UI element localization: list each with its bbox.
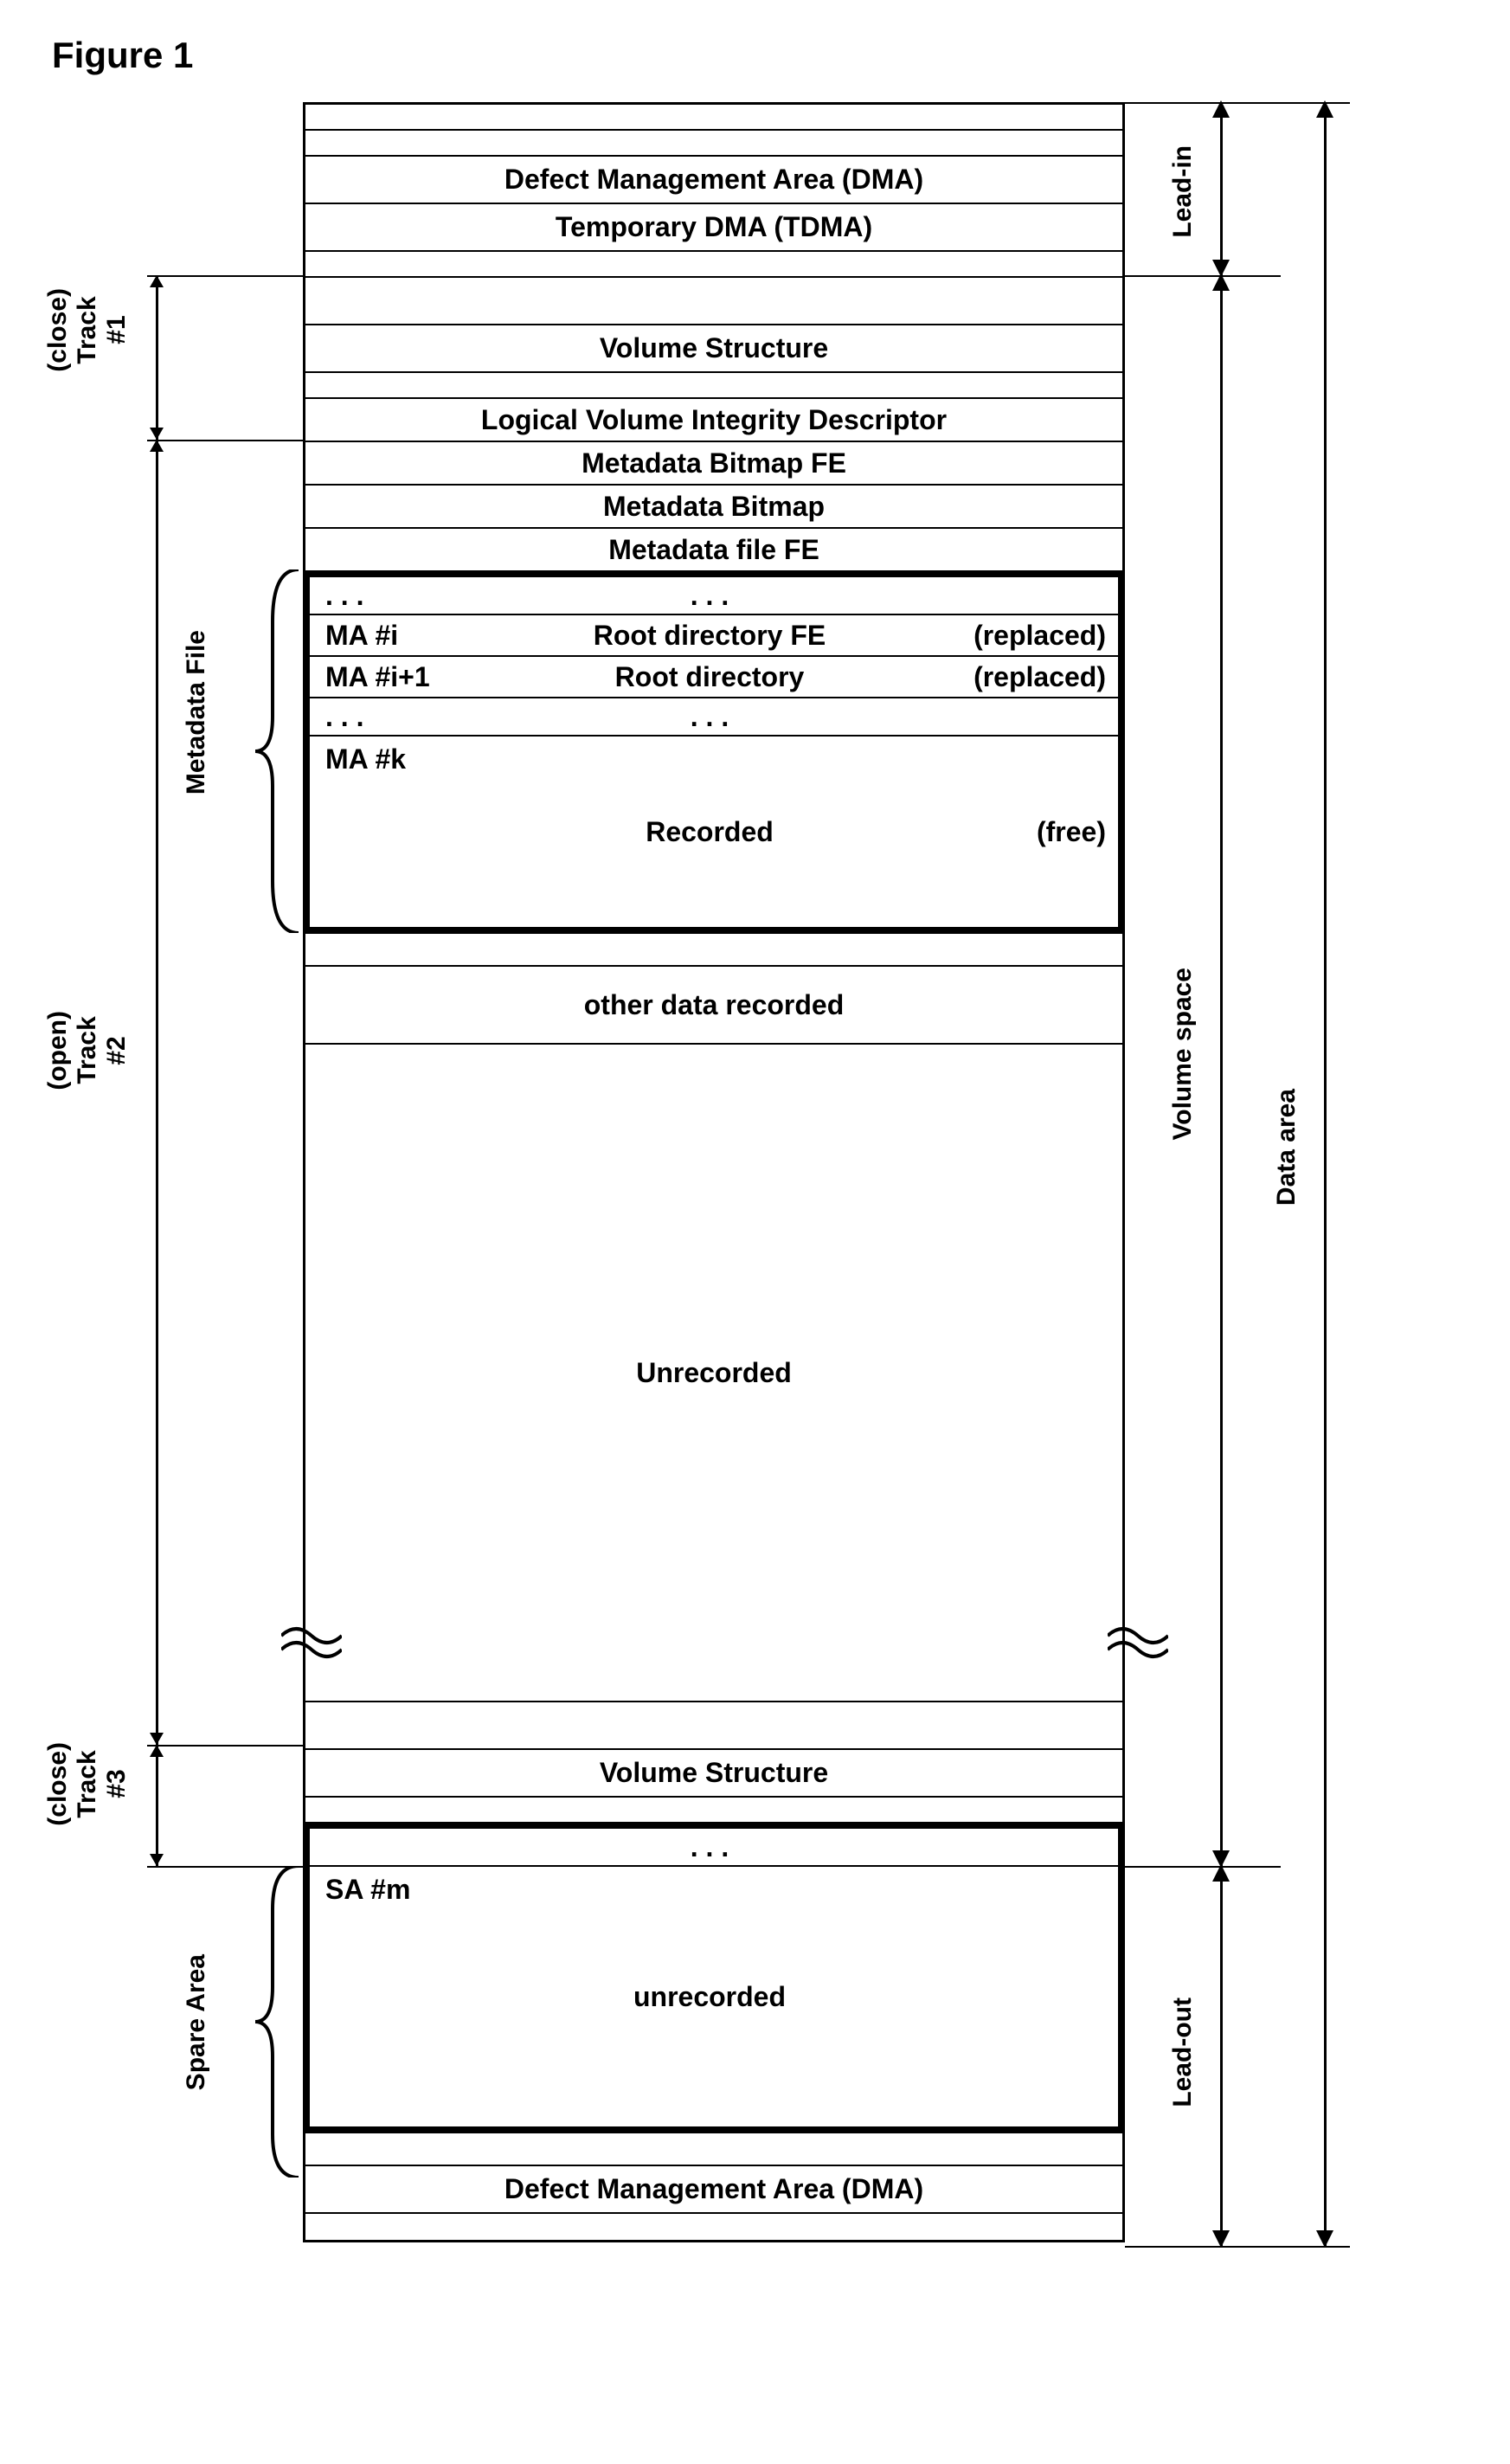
row-ma-i: MA #i Root directory FE (replaced) <box>310 615 1118 657</box>
diagram-container: (close) Track #1 (open) Track #2 (close)… <box>43 102 1428 2335</box>
figure-title: Figure 1 <box>52 35 1475 76</box>
cell-c: Root directory FE <box>474 620 945 652</box>
data-area-label: Data area <box>1272 1089 1301 1206</box>
row-empty <box>305 105 1122 131</box>
track-arrow <box>156 1745 158 1866</box>
track-arrow <box>156 440 158 1745</box>
row-lvid: Logical Volume Integrity Descriptor <box>305 399 1122 442</box>
cell-c: Root directory <box>474 661 945 693</box>
row-empty <box>305 252 1122 278</box>
spare-area-box: . . . SA #m unrecorded <box>303 1822 1125 2133</box>
row-empty <box>305 278 1122 325</box>
track3-label: (close) Track #3 <box>43 1742 132 1826</box>
spare-area-label: Spare Area <box>182 1954 211 2090</box>
row-empty <box>305 1702 1122 1750</box>
main-stack: Defect Management Area (DMA) Temporary D… <box>303 102 1125 2242</box>
row-volstruct2: Volume Structure <box>305 1750 1122 1798</box>
row-tdma: Temporary DMA (TDMA) <box>305 204 1122 252</box>
cell-l: . . . <box>318 701 474 733</box>
track2-label: (open) Track #2 <box>43 1011 132 1090</box>
row-ma-k: MA #k Recorded (free) <box>310 737 1118 927</box>
cell-r: (replaced) <box>945 661 1118 693</box>
tick-line <box>1125 275 1281 277</box>
row-dma: Defect Management Area (DMA) <box>305 157 1122 204</box>
row-sa-m: SA #m unrecorded <box>310 1867 1118 2126</box>
leadout-label: Lead-out <box>1168 1998 1198 2107</box>
cell-l: SA #m <box>318 1867 474 1906</box>
leadout-arrow <box>1220 1866 1223 2246</box>
tick-line <box>147 275 303 277</box>
dataarea-arrow <box>1324 102 1327 2246</box>
cell-r: (free) <box>945 816 1118 848</box>
volume-space-label: Volume space <box>1168 968 1198 1141</box>
metadata-file-box: . . . . . . MA #i Root directory FE (rep… <box>303 570 1125 934</box>
row-dma2: Defect Management Area (DMA) <box>305 2166 1122 2214</box>
tick-line <box>1125 1866 1281 1868</box>
row-ellipsis: . . . <box>310 1829 1118 1867</box>
row-meta-bitmap: Metadata Bitmap <box>305 486 1122 529</box>
cell-l: MA #k <box>318 737 474 775</box>
curly-brace-spare <box>251 1866 303 2178</box>
cell-c: Recorded <box>474 816 945 848</box>
cell-l: MA #i+1 <box>318 661 474 693</box>
row-meta-bitmap-fe: Metadata Bitmap FE <box>305 442 1122 486</box>
cell-c: . . . <box>474 580 945 612</box>
cell-l: MA #i <box>318 620 474 652</box>
leadin-arrow <box>1220 102 1223 275</box>
row-ellipsis: . . . . . . <box>310 577 1118 615</box>
row-empty <box>305 2214 1122 2240</box>
row-empty <box>305 1798 1122 1824</box>
row-empty <box>305 131 1122 157</box>
row-ma-i1: MA #i+1 Root directory (replaced) <box>310 657 1118 698</box>
metadata-file-label: Metadata File <box>182 630 211 795</box>
curly-brace-metadata <box>251 569 303 933</box>
row-other-data: other data recorded <box>305 967 1122 1045</box>
tick-line <box>147 1745 303 1747</box>
cell-c: . . . <box>474 1831 945 1863</box>
row-empty <box>305 373 1122 399</box>
cell-r: (replaced) <box>945 620 1118 652</box>
track1-label: (close) Track #1 <box>43 288 132 372</box>
row-unrecorded: Unrecorded <box>305 1045 1122 1702</box>
leadin-label: Lead-in <box>1168 145 1198 238</box>
row-empty <box>305 2132 1122 2166</box>
row-meta-file-fe: Metadata file FE <box>305 529 1122 572</box>
row-volstruct: Volume Structure <box>305 325 1122 373</box>
cell-c: unrecorded <box>474 1981 945 2013</box>
cell-l: . . . <box>318 580 474 612</box>
row-empty <box>305 932 1122 967</box>
row-ellipsis: . . . . . . <box>310 698 1118 737</box>
tick-line <box>147 440 303 441</box>
cell-c: . . . <box>474 701 945 733</box>
volspace-arrow <box>1220 275 1223 1866</box>
track-arrow <box>156 275 158 440</box>
